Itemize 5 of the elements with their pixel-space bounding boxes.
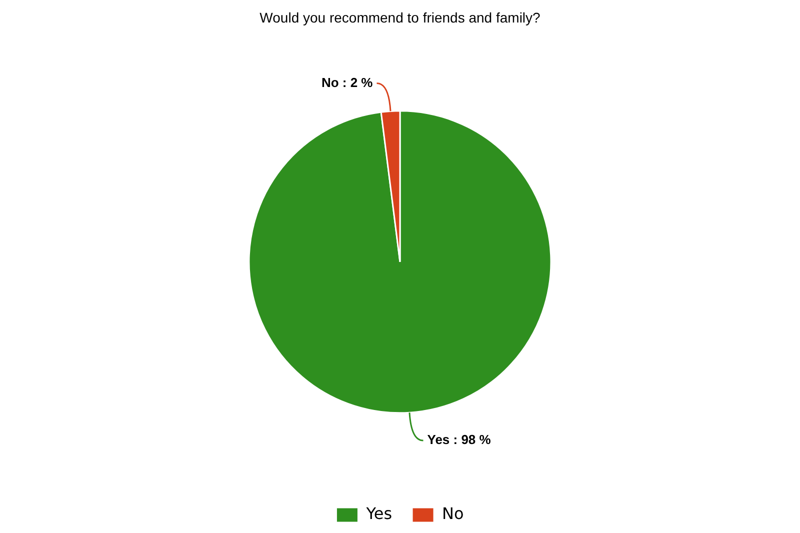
data-label: No : 2 % [321, 74, 374, 90]
legend-label: No [442, 504, 464, 524]
chart-title: Would you recommend to friends and family? [260, 9, 541, 26]
legend-label: Yes [365, 504, 392, 524]
data-label: Yes : 98 % [427, 432, 492, 448]
